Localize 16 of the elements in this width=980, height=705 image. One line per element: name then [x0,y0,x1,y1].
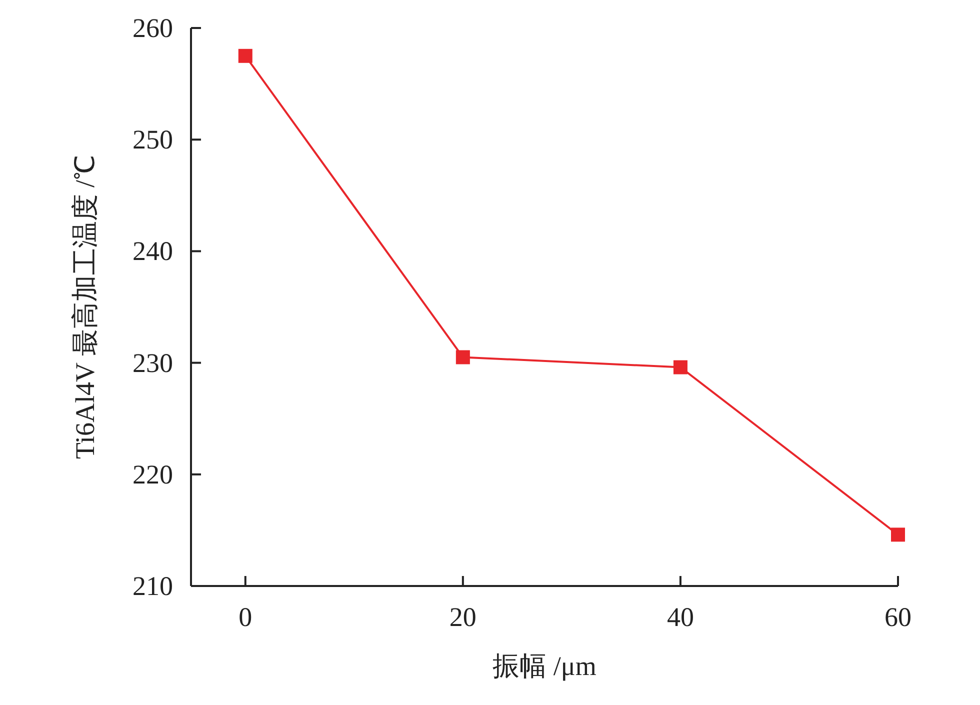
y-tick-label: 230 [132,348,173,378]
x-tick-label: 40 [666,602,694,632]
x-tick-label: 60 [884,602,912,632]
point [673,360,688,374]
y-tick-label: 250 [132,124,173,155]
y-tick-label: 220 [132,459,173,490]
point [891,528,905,542]
point [456,350,470,364]
y-tick-label: 210 [132,571,173,601]
x-tick-label: 0 [238,602,252,632]
point [238,48,252,63]
x-tick-label: 20 [449,602,476,632]
y-axis-title: Ti6Al4V 最高加工温度 /℃ [70,154,100,460]
y-tick-label: 240 [132,236,173,266]
y-tick-label: 260 [132,13,173,43]
x-axis-title: 振幅 /μm [492,651,596,681]
